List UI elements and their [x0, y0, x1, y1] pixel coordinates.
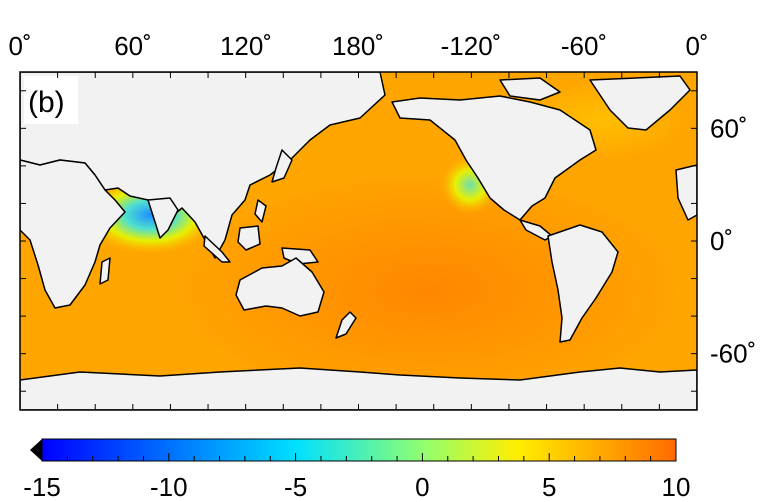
- lon-tick-label: 180˚: [332, 31, 384, 61]
- north-america-landmass: [391, 95, 597, 221]
- lon-tick-label: 120˚: [220, 31, 272, 61]
- lon-tick-label: -60˚: [561, 31, 607, 61]
- land-masses: [20, 72, 697, 410]
- philippines-landmass: [254, 199, 267, 223]
- panel-label-box: [24, 76, 78, 124]
- colorbar-tick-label: -15: [23, 472, 61, 502]
- south-america-landmass: [547, 224, 619, 343]
- lon-tick-marks: [19, 72, 698, 410]
- borneo-landmass: [237, 225, 261, 251]
- colorbar-ticks: [41, 453, 677, 461]
- colorbar-tick-label: 0: [415, 472, 429, 502]
- colorbar-gradient: [41, 438, 677, 462]
- sumatra-landmass: [203, 235, 231, 263]
- australia-landmass: [235, 257, 325, 317]
- colorbar-tick-label: 5: [542, 472, 556, 502]
- india-landmass: [147, 197, 179, 239]
- madagascar-landmass: [99, 257, 111, 285]
- lat-tick-label: -60˚: [710, 339, 756, 369]
- lat-tick-label: 0˚: [710, 226, 733, 256]
- lon-tick-label: 60˚: [114, 31, 152, 61]
- japan-landmass: [271, 149, 293, 183]
- new-zealand-landmass: [335, 311, 357, 339]
- lon-tick-label: -120˚: [441, 31, 502, 61]
- lon-tick-label: 0˚: [8, 31, 31, 61]
- longitude-labels: 0˚ 60˚ 120˚ 180˚ -120˚ -60˚ 0˚: [8, 31, 708, 61]
- colorbar-labels: -15 -10 -5 0 5 10: [23, 472, 690, 502]
- colorbar-extend-arrow: [30, 439, 42, 461]
- colorbar: -15 -10 -5 0 5 10: [23, 438, 690, 502]
- colorbar-tick-label: -10: [150, 472, 188, 502]
- latitude-labels: 60˚ 0˚ -60˚: [710, 113, 756, 368]
- antarctica-landmass: [20, 367, 697, 410]
- lat-tick-marks: [20, 90, 697, 392]
- africa-landmass: [20, 159, 126, 309]
- colorbar-tick-label: -5: [284, 472, 307, 502]
- lon-tick-label: 0˚: [685, 31, 708, 61]
- greenland-landmass: [589, 75, 691, 131]
- lat-tick-label: 60˚: [710, 113, 748, 143]
- arctic-islands: [499, 77, 561, 101]
- panel-label: (b): [28, 86, 65, 119]
- colorbar-tick-label: 10: [662, 472, 691, 502]
